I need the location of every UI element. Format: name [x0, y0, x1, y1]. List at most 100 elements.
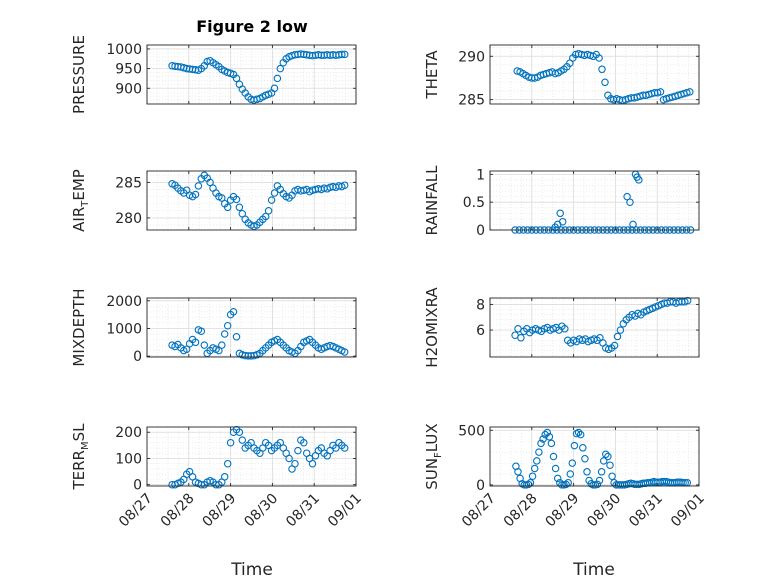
y-tick-label: 1000	[106, 42, 142, 58]
data-point	[623, 192, 631, 201]
data-point	[300, 438, 308, 447]
data-point	[556, 209, 564, 218]
y-tick-label: 1000	[106, 321, 142, 337]
y-tick-label: 100	[115, 451, 142, 467]
y-axis-label: TERRMSL	[70, 423, 91, 491]
data-point	[244, 352, 252, 360]
data-point	[220, 330, 229, 338]
data-point	[686, 88, 694, 96]
data-point	[206, 178, 214, 187]
data-point	[291, 459, 299, 468]
y-tick-label: 0	[133, 478, 142, 494]
data-point	[604, 452, 612, 461]
data-point	[340, 50, 349, 59]
data-point	[541, 430, 549, 439]
data-point	[235, 203, 244, 212]
data-point	[629, 220, 637, 229]
data-point	[610, 341, 619, 350]
data-point	[583, 468, 591, 476]
y-tick-label: 500	[458, 423, 485, 439]
data-point	[528, 472, 537, 480]
figure-title: Figure 2 low	[196, 17, 308, 36]
y-axis-label-main: MIXDEPTH	[70, 288, 88, 366]
y-tick-label: 0	[476, 223, 485, 239]
axes-box	[489, 170, 700, 231]
data-point	[223, 321, 232, 330]
data-point	[549, 452, 558, 461]
data-point	[264, 207, 273, 215]
panel-air-emp: 280 285 AIRTEMP	[70, 169, 357, 232]
y-axis-label: THETA	[423, 50, 441, 100]
y-axis-label-main: THETA	[423, 50, 441, 100]
x-axis-label-left: Time	[230, 560, 273, 580]
data-point	[683, 296, 692, 305]
data-point	[326, 51, 334, 59]
data-point	[340, 181, 349, 189]
data-point	[579, 444, 587, 452]
axes-box	[489, 44, 700, 105]
plot-area	[490, 427, 699, 486]
data-point	[232, 333, 241, 341]
data-point	[238, 436, 247, 444]
data-point	[571, 50, 580, 59]
data-point	[653, 88, 662, 97]
data-point	[574, 428, 583, 437]
data-point	[566, 470, 575, 478]
y-tick-label: 280	[115, 211, 142, 227]
data-point	[311, 51, 320, 59]
y-axis-label: AIRTEMP	[70, 169, 91, 232]
y-tick-label: 950	[115, 62, 142, 78]
data-point	[601, 78, 609, 87]
data-point	[606, 461, 614, 469]
data-point	[616, 326, 625, 334]
data-point	[218, 341, 226, 349]
y-axis-label-main: H2OMIXRA	[423, 287, 441, 368]
y-tick-label: 1	[476, 167, 485, 183]
data-point	[530, 464, 539, 473]
data-point	[194, 182, 203, 190]
data-point	[191, 338, 200, 347]
data-point	[683, 88, 691, 97]
data-point	[558, 217, 567, 226]
data-point	[595, 476, 604, 485]
data-point	[656, 88, 665, 96]
panel-h2omixra: 6 8 H2OMIXRA	[423, 287, 700, 368]
data-point	[270, 84, 279, 93]
data-point	[589, 481, 597, 489]
axes-box	[489, 426, 700, 487]
data-point	[267, 196, 276, 204]
data-point	[338, 50, 346, 59]
axes-box	[146, 297, 357, 358]
data-point	[273, 74, 282, 83]
data-point	[232, 74, 241, 83]
y-axis-label-main: AIR	[70, 207, 88, 232]
data-point	[238, 209, 247, 218]
data-point	[514, 468, 522, 476]
data-point	[553, 474, 562, 483]
data-point	[547, 439, 556, 448]
data-point	[247, 95, 255, 104]
y-axis-label-subscript: T	[80, 200, 91, 208]
data-point	[602, 450, 610, 459]
data-point	[581, 454, 589, 463]
data-point	[323, 51, 331, 59]
y-axis-label-tail: EMP	[70, 169, 88, 200]
panel-rainfall: 0 0.5 1 RAINFALL	[423, 165, 700, 239]
y-axis-label-main: PRESSURE	[70, 35, 88, 114]
y-axis-label-tail: SL	[70, 423, 88, 442]
y-axis-label: PRESSURE	[70, 35, 88, 114]
y-tick-label: 0.5	[463, 195, 485, 211]
data-point	[218, 194, 226, 202]
data-point	[226, 438, 235, 447]
data-point	[220, 473, 229, 481]
y-tick-label: 0	[133, 349, 142, 365]
data-point	[232, 195, 241, 204]
data-point	[537, 439, 545, 448]
panel-mixdepth: 0 1000 2000 MIXDEPTH	[70, 288, 357, 367]
y-axis-label: H2OMIXRA	[423, 287, 441, 368]
y-axis-label-subscript: M	[80, 441, 91, 450]
data-point	[535, 448, 543, 456]
data-point	[200, 341, 209, 349]
data-point	[562, 480, 570, 489]
